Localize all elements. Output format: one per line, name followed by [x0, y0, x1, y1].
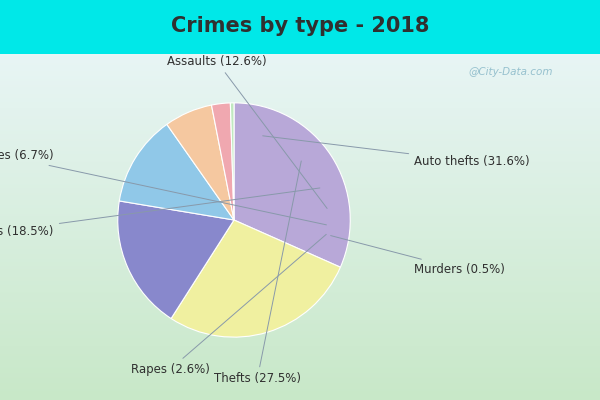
Text: Thefts (27.5%): Thefts (27.5%) [214, 161, 301, 385]
Text: Crimes by type - 2018: Crimes by type - 2018 [171, 16, 429, 36]
Wedge shape [211, 103, 234, 220]
Wedge shape [119, 124, 234, 220]
Text: Burglaries (18.5%): Burglaries (18.5%) [0, 188, 320, 238]
Wedge shape [118, 201, 234, 318]
Text: Murders (0.5%): Murders (0.5%) [331, 236, 505, 276]
Text: Rapes (2.6%): Rapes (2.6%) [131, 234, 326, 376]
Wedge shape [234, 103, 350, 267]
Text: Robberies (6.7%): Robberies (6.7%) [0, 149, 326, 225]
Text: @City-Data.com: @City-Data.com [468, 67, 553, 77]
Wedge shape [171, 220, 340, 337]
Text: Assaults (12.6%): Assaults (12.6%) [167, 55, 327, 208]
Text: Auto thefts (31.6%): Auto thefts (31.6%) [263, 136, 530, 168]
Wedge shape [230, 103, 234, 220]
Wedge shape [167, 105, 234, 220]
